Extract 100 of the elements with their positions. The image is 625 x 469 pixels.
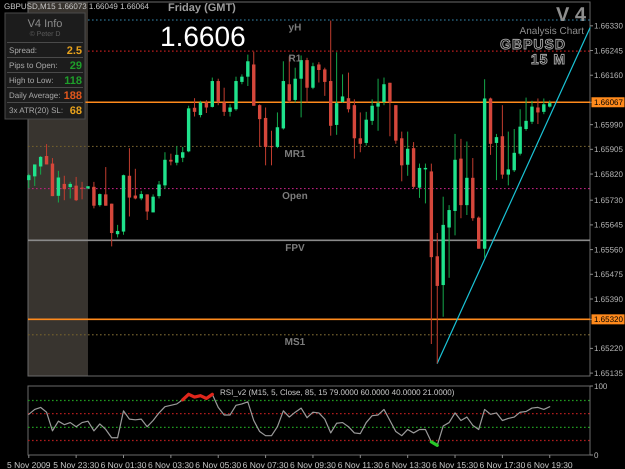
candlestick xyxy=(145,194,149,220)
candlestick xyxy=(258,104,262,148)
y-tick-label: 1.65990 xyxy=(594,120,624,130)
y-tick-label: 1.66160 xyxy=(594,71,624,80)
ref-line-label: MR1 xyxy=(284,148,306,160)
x-tick-label: 6 Nov 09:30 xyxy=(290,460,336,469)
candlestick xyxy=(204,100,208,114)
candlestick xyxy=(33,164,36,186)
y-tick-label: 1.65645 xyxy=(594,220,624,230)
candlestick xyxy=(317,62,321,83)
x-tick-label: 5 Nov 23:30 xyxy=(53,460,100,469)
candlestick xyxy=(506,131,510,186)
candlestick xyxy=(175,146,178,166)
annotation: 188 xyxy=(64,90,82,102)
y-tick-label: 1.66245 xyxy=(594,46,624,56)
y-tick-label: 1.66330 xyxy=(594,22,624,31)
x-tick-label: 6 Nov 15:30 xyxy=(432,460,478,469)
annotation: High to Low: xyxy=(9,76,54,85)
ref-line-label: MS1 xyxy=(284,337,306,348)
annotation: 1.6606 xyxy=(160,21,246,52)
candlestick xyxy=(240,74,244,85)
x-tick-label: 6 Nov 11:30 xyxy=(338,460,384,469)
candlestick xyxy=(388,82,392,137)
text: V4 Info xyxy=(28,18,62,30)
y-tick-label: 1.65730 xyxy=(594,196,624,205)
candlestick xyxy=(38,156,42,176)
chart-title: RSI_v2 (M15, 5, Close, 85, 15 79.0000 60.0000 40.0000 21.0000) xyxy=(220,388,455,397)
candlestick xyxy=(62,175,66,201)
y-tick-label: 100 xyxy=(594,382,608,391)
annotation: 3x ATR(20) SL: xyxy=(9,106,64,115)
candlestick xyxy=(447,204,451,278)
candlestick xyxy=(524,97,528,132)
candlestick xyxy=(151,194,155,213)
annotation: V 4 xyxy=(556,4,587,26)
candlestick xyxy=(246,54,250,86)
annotation: GBPUSD,M15 1.66073 1.66049 1.66064 xyxy=(4,2,150,11)
ref-line-label: FPV xyxy=(285,242,305,254)
candlestick xyxy=(104,166,108,206)
candlestick xyxy=(334,52,338,136)
candlestick xyxy=(293,67,297,104)
candlestick xyxy=(311,62,315,90)
candlestick xyxy=(364,111,368,146)
candlestick xyxy=(406,131,410,176)
candlestick xyxy=(536,98,540,125)
candlestick xyxy=(140,190,143,201)
candlestick xyxy=(216,78,220,106)
candlestick xyxy=(494,133,498,181)
x-tick-label: 6 Nov 05:30 xyxy=(195,460,242,469)
candlestick xyxy=(27,173,30,190)
candlestick xyxy=(116,224,120,238)
y-tick-label: 1.65220 xyxy=(594,344,624,354)
candlestick xyxy=(376,78,380,132)
x-tick-label: 6 Nov 03:30 xyxy=(148,460,194,469)
candlestick xyxy=(74,176,78,202)
y-tick-label: 1.65320 xyxy=(594,315,624,324)
x-tick-label: 6 Nov 17:30 xyxy=(479,460,526,469)
x-tick-label: 5 Nov 2009 xyxy=(7,460,51,469)
candlestick xyxy=(98,193,102,208)
candlestick xyxy=(299,54,303,118)
ref-line-label: Open xyxy=(282,191,308,202)
candlestick xyxy=(323,67,326,96)
candlestick xyxy=(424,163,428,204)
annotation: GBPUSD xyxy=(500,36,566,52)
annotation: Friday (GMT) xyxy=(168,2,236,14)
y-tick-label: 1.66067 xyxy=(594,98,624,108)
annotation: Spread: xyxy=(9,46,38,55)
candlestick xyxy=(80,181,84,200)
y-tick-label: 0 xyxy=(594,450,599,460)
annotation: 15 M xyxy=(530,51,566,67)
annotation: 118 xyxy=(64,74,82,87)
annotation: 68 xyxy=(70,104,82,117)
candlestick xyxy=(370,98,374,126)
ref-line-label: yH xyxy=(288,22,302,34)
candlestick xyxy=(542,98,546,115)
annotation: Daily Average: xyxy=(9,90,60,100)
candlestick xyxy=(512,128,516,172)
y-tick-label: 1.65475 xyxy=(594,270,624,280)
x-tick-label: 6 Nov 13:30 xyxy=(384,460,431,469)
annotation: 29 xyxy=(70,60,82,72)
x-tick-label: 6 Nov 19:30 xyxy=(526,460,573,469)
annotation: Pips to Open: xyxy=(9,60,58,70)
candlestick xyxy=(134,168,138,200)
candlestick xyxy=(181,146,184,163)
candlestick xyxy=(68,181,72,199)
annotation: Analysis Chart xyxy=(520,26,584,37)
candlestick xyxy=(382,77,386,106)
candlestick xyxy=(128,148,132,217)
candlestick xyxy=(276,112,280,149)
candlestick xyxy=(56,170,60,204)
annotation: 2.5 xyxy=(66,44,82,57)
candlestick xyxy=(92,181,96,209)
candlestick xyxy=(228,104,232,117)
x-tick-label: 6 Nov 07:30 xyxy=(242,460,289,469)
x-tick-label: 6 Nov 01:30 xyxy=(100,460,147,469)
y-tick-label: 1.65820 xyxy=(594,170,624,179)
y-tick-label: 1.65560 xyxy=(594,245,624,254)
y-tick-label: 1.65135 xyxy=(594,368,624,378)
y-tick-label: 1.65390 xyxy=(594,294,624,304)
y-tick-label: 1.65905 xyxy=(594,145,624,154)
candlestick xyxy=(222,87,226,116)
